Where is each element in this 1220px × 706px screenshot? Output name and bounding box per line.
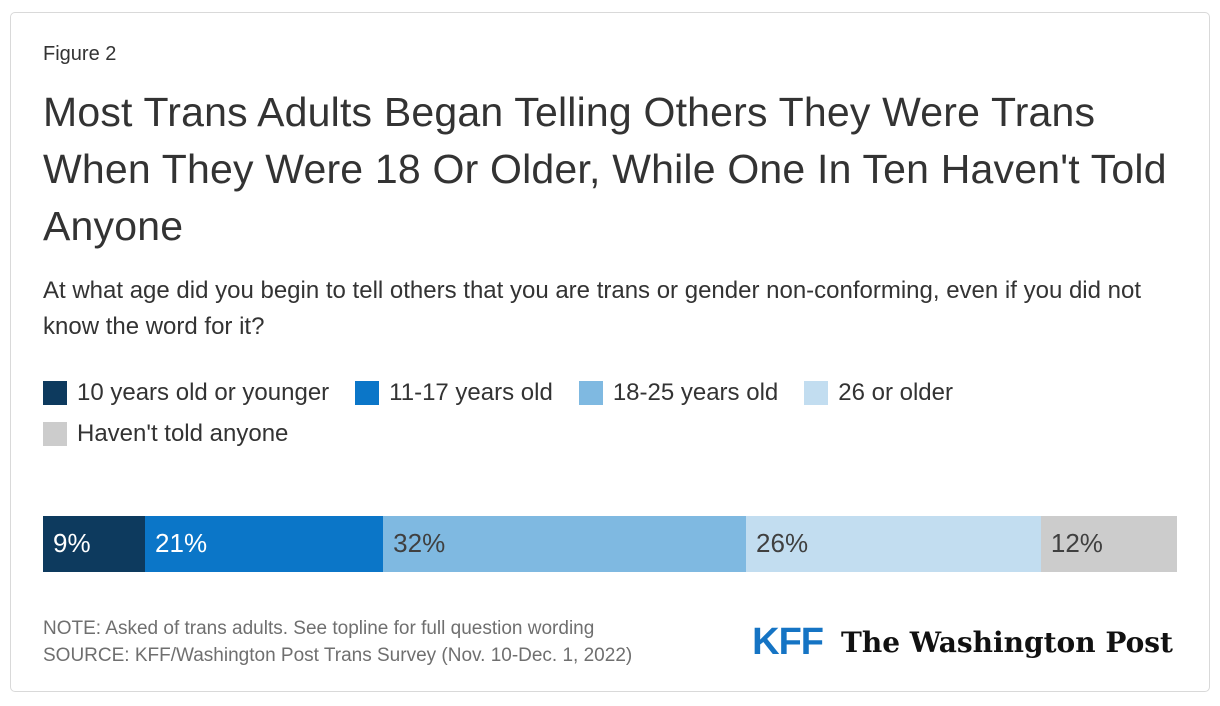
legend-swatch (804, 380, 829, 405)
legend-item-4: Haven't told anyone (43, 420, 288, 448)
legend-label: 26 or older (838, 378, 953, 406)
legend-label: Haven't told anyone (77, 419, 289, 447)
legend-item-1: 11-17 years old (355, 379, 553, 407)
bar-segment-4: 12% (1040, 515, 1177, 572)
legend-swatch (43, 380, 67, 405)
note-line: NOTE: Asked of trans adults. See topline… (43, 617, 595, 639)
figure-label: Figure 2 (43, 43, 117, 65)
chart-title: Most Trans Adults Began Telling Others T… (43, 89, 1167, 249)
bar-segment-value: 9% (53, 528, 91, 559)
bar-segment-value: 21% (155, 528, 208, 559)
legend: 10 years old or younger 11-17 years old 18… (43, 379, 1177, 448)
legend-item-0: 10 years old or younger (43, 379, 329, 407)
legend-label: 11-17 years old (389, 378, 553, 406)
bar-segment-2: 32% (383, 515, 747, 572)
bar-segment-0: 9% (43, 515, 146, 572)
figure-card: Figure 2 Most Trans Adults Began Telling… (10, 12, 1210, 692)
kff-logo: KFF (752, 621, 824, 664)
legend-label: 10 years old or younger (77, 378, 330, 406)
logos: KFF The Washington Post (752, 621, 1177, 664)
bar-segment-value: 32% (393, 528, 446, 559)
stacked-bar: 9% 21% 32% 26% 12% (43, 515, 1177, 572)
legend-swatch (43, 421, 67, 446)
footer-notes: NOTE: Asked of trans adults. See topline… (43, 616, 632, 670)
legend-label: 18-25 years old (612, 378, 779, 406)
bar-segment-3: 26% (746, 515, 1041, 572)
legend-item-2: 18-25 years old (578, 378, 779, 407)
legend-item-3: 26 or older (804, 379, 953, 407)
bar-segment-1: 21% (145, 515, 384, 572)
bar-segment-value: 26% (756, 528, 809, 559)
washington-post-logo: The Washington Post (841, 626, 1173, 660)
chart-question: At what age did you begin to tell others… (43, 276, 1142, 340)
legend-swatch (578, 380, 603, 405)
bar-segment-value: 12% (1050, 528, 1103, 559)
legend-swatch (355, 380, 380, 405)
footer: NOTE: Asked of trans adults. See topline… (43, 616, 1177, 670)
source-line: SOURCE: KFF/Washington Post Trans Survey… (43, 644, 633, 666)
